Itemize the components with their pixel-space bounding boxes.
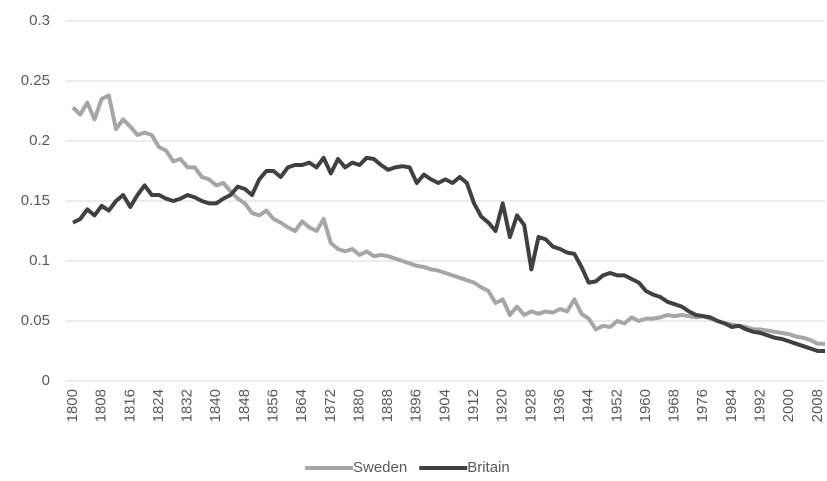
x-tick-label: 1984 [723, 389, 740, 422]
line-series [72, 155, 825, 353]
y-tick-label: 0.1 [29, 252, 50, 269]
x-tick-label: 1840 [207, 389, 224, 422]
y-tick-label: 0.15 [21, 192, 50, 209]
line-series [71, 93, 825, 346]
x-tick-label: 1952 [608, 389, 625, 422]
y-tick-label: 0.2 [29, 132, 50, 149]
x-tick-label: 1872 [322, 389, 339, 422]
legend-label: Sweden [353, 459, 407, 476]
x-tick-label: 1936 [551, 389, 568, 422]
x-tick-label: 1944 [580, 389, 597, 422]
x-tick-label: 1824 [150, 389, 167, 422]
x-tick-label: 1896 [408, 389, 425, 422]
x-tick-label: 1816 [121, 389, 138, 422]
x-tick-label: 1880 [350, 389, 367, 422]
x-tick-label: 1888 [379, 389, 396, 422]
x-tick-label: 1928 [522, 389, 539, 422]
x-tick-label: 1992 [752, 389, 769, 422]
x-tick-label: 1832 [179, 389, 196, 422]
x-tick-label: 1904 [436, 389, 453, 422]
y-tick-label: 0.05 [21, 312, 50, 329]
x-tick-label: 1976 [694, 389, 711, 422]
x-tick-label: 2008 [809, 389, 826, 422]
x-tick-label: 1864 [293, 389, 310, 422]
y-tick-label: 0.3 [29, 12, 50, 29]
x-tick-label: 1968 [666, 389, 683, 422]
x-tick-label: 2000 [780, 389, 797, 422]
legend-label: Britain [467, 459, 510, 476]
x-tick-label: 1912 [465, 389, 482, 422]
y-tick-label: 0 [42, 372, 50, 389]
y-tick-label: 0.25 [21, 72, 50, 89]
x-tick-label: 1848 [236, 389, 253, 422]
x-tick-label: 1800 [64, 389, 81, 422]
x-tick-label: 1808 [93, 389, 110, 422]
x-tick-label: 1960 [637, 389, 654, 422]
x-tick-label: 1920 [494, 389, 511, 422]
x-tick-label: 1856 [265, 389, 282, 422]
